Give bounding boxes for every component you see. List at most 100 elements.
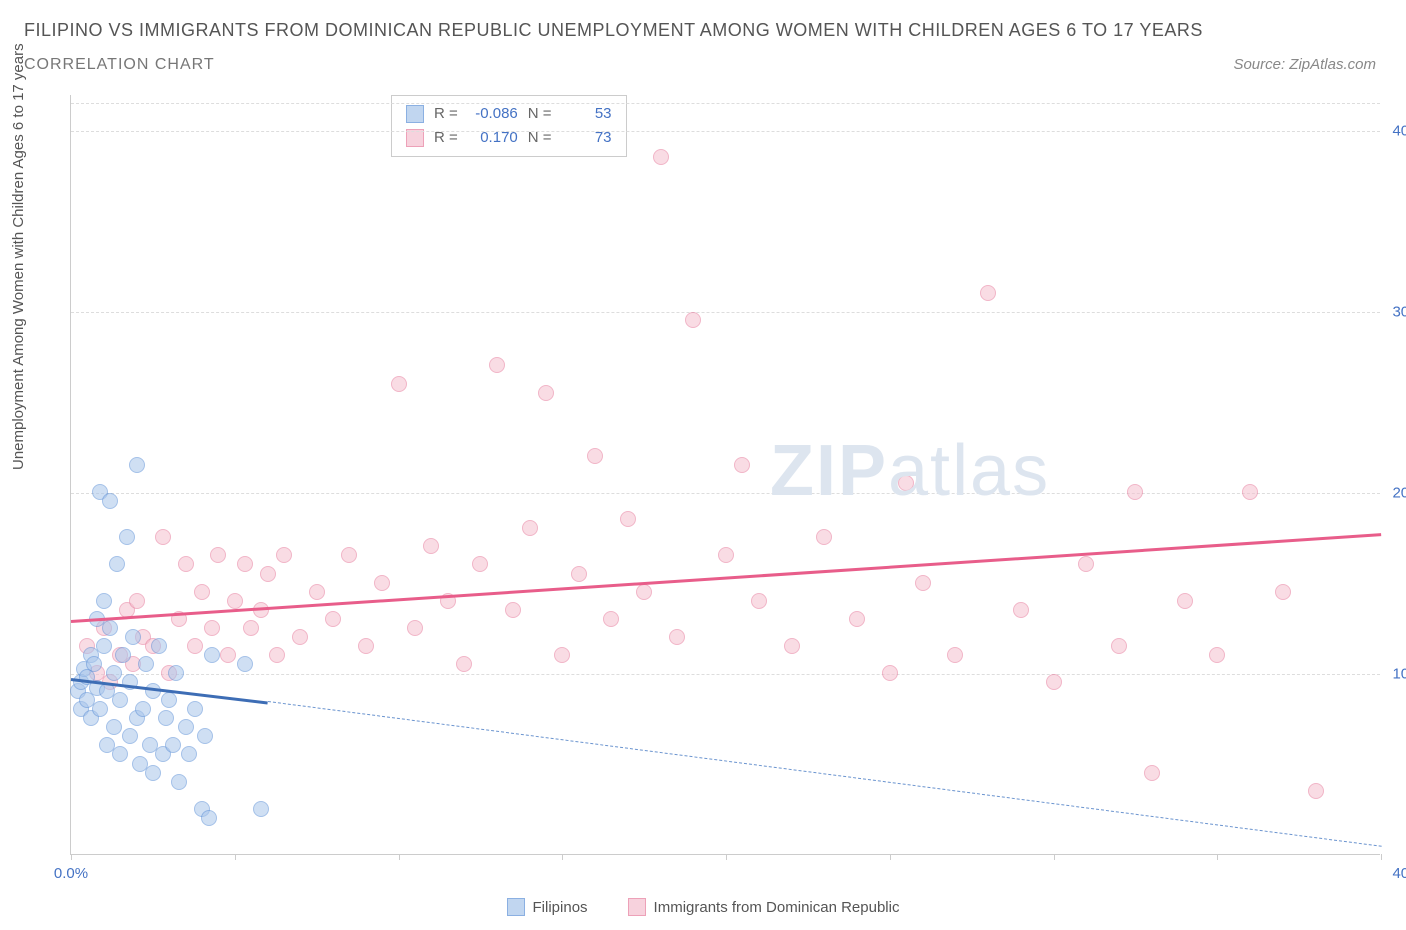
data-point-dominican <box>1209 647 1225 663</box>
data-point-dominican <box>227 593 243 609</box>
gridline <box>71 674 1380 675</box>
data-point-dominican <box>374 575 390 591</box>
data-point-dominican <box>784 638 800 654</box>
data-point-dominican <box>194 584 210 600</box>
data-point-dominican <box>571 566 587 582</box>
data-point-dominican <box>237 556 253 572</box>
data-point-dominican <box>538 385 554 401</box>
data-point-filipino <box>138 656 154 672</box>
data-point-dominican <box>653 149 669 165</box>
data-point-filipino <box>165 737 181 753</box>
source-attribution: Source: ZipAtlas.com <box>1233 56 1376 73</box>
y-tick-label: 10.0% <box>1392 666 1406 683</box>
data-point-dominican <box>210 547 226 563</box>
data-point-filipino <box>151 638 167 654</box>
data-point-dominican <box>505 602 521 618</box>
data-point-dominican <box>636 584 652 600</box>
gridline <box>71 103 1380 104</box>
y-tick-label: 20.0% <box>1392 485 1406 502</box>
y-tick-label: 30.0% <box>1392 304 1406 321</box>
data-point-filipino <box>178 719 194 735</box>
data-point-dominican <box>407 620 423 636</box>
data-point-dominican <box>734 457 750 473</box>
data-point-dominican <box>269 647 285 663</box>
data-point-dominican <box>276 547 292 563</box>
swatch-filipinos-icon <box>507 898 525 916</box>
data-point-filipino <box>106 665 122 681</box>
data-point-filipino <box>201 810 217 826</box>
data-point-filipino <box>145 765 161 781</box>
x-tick <box>562 854 563 860</box>
data-point-filipino <box>181 746 197 762</box>
data-point-dominican <box>849 611 865 627</box>
legend-item-filipinos: Filipinos <box>507 898 588 916</box>
gridline <box>71 131 1380 132</box>
data-point-dominican <box>472 556 488 572</box>
data-point-dominican <box>243 620 259 636</box>
r-label: R = <box>434 102 458 126</box>
x-tick-label: 40.0% <box>1392 865 1406 882</box>
y-tick-label: 40.0% <box>1392 123 1406 140</box>
data-point-dominican <box>309 584 325 600</box>
data-point-dominican <box>751 593 767 609</box>
n-label: N = <box>528 126 552 150</box>
data-point-filipino <box>86 656 102 672</box>
data-point-filipino <box>112 746 128 762</box>
data-point-filipino <box>125 629 141 645</box>
data-point-dominican <box>1046 674 1062 690</box>
x-tick <box>1381 854 1382 860</box>
data-point-dominican <box>669 629 685 645</box>
x-tick <box>399 854 400 860</box>
data-point-filipino <box>168 665 184 681</box>
data-point-filipino <box>112 692 128 708</box>
data-point-filipino <box>96 593 112 609</box>
x-tick <box>235 854 236 860</box>
chart-subtitle: CORRELATION CHART <box>24 56 215 74</box>
gridline <box>71 493 1380 494</box>
data-point-dominican <box>423 538 439 554</box>
data-point-dominican <box>947 647 963 663</box>
legend-item-dominicans: Immigrants from Dominican Republic <box>628 898 900 916</box>
data-point-dominican <box>1308 783 1324 799</box>
data-point-dominican <box>1177 593 1193 609</box>
data-point-dominican <box>1127 484 1143 500</box>
data-point-dominican <box>1111 638 1127 654</box>
data-point-dominican <box>816 529 832 545</box>
data-point-dominican <box>1078 556 1094 572</box>
data-point-filipino <box>158 710 174 726</box>
n-value-dominicans: 73 <box>562 126 612 150</box>
n-label: N = <box>528 102 552 126</box>
data-point-filipino <box>253 801 269 817</box>
data-point-dominican <box>204 620 220 636</box>
correlation-row-filipinos: R = -0.086 N = 53 <box>406 102 612 126</box>
data-point-filipino <box>109 556 125 572</box>
data-point-filipino <box>115 647 131 663</box>
data-point-dominican <box>685 312 701 328</box>
data-point-dominican <box>1144 765 1160 781</box>
data-point-dominican <box>898 475 914 491</box>
r-value-filipinos: -0.086 <box>468 102 518 126</box>
x-tick <box>1054 854 1055 860</box>
data-point-dominican <box>260 566 276 582</box>
data-point-filipino <box>92 701 108 717</box>
x-tick <box>726 854 727 860</box>
data-point-filipino <box>161 692 177 708</box>
data-point-dominican <box>292 629 308 645</box>
data-point-filipino <box>135 701 151 717</box>
data-point-filipino <box>106 719 122 735</box>
data-point-dominican <box>980 285 996 301</box>
data-point-filipino <box>187 701 203 717</box>
n-value-filipinos: 53 <box>562 102 612 126</box>
data-point-dominican <box>325 611 341 627</box>
r-value-dominicans: 0.170 <box>468 126 518 150</box>
data-point-filipino <box>122 728 138 744</box>
data-point-dominican <box>129 593 145 609</box>
correlation-legend: R = -0.086 N = 53 R = 0.170 N = 73 <box>391 95 627 157</box>
data-point-dominican <box>178 556 194 572</box>
data-point-dominican <box>391 376 407 392</box>
data-point-filipino <box>171 774 187 790</box>
chart-title: FILIPINO VS IMMIGRANTS FROM DOMINICAN RE… <box>24 20 1203 41</box>
data-point-dominican <box>587 448 603 464</box>
x-tick-label: 0.0% <box>54 865 88 882</box>
trendline-filipino-ext <box>267 701 1381 847</box>
